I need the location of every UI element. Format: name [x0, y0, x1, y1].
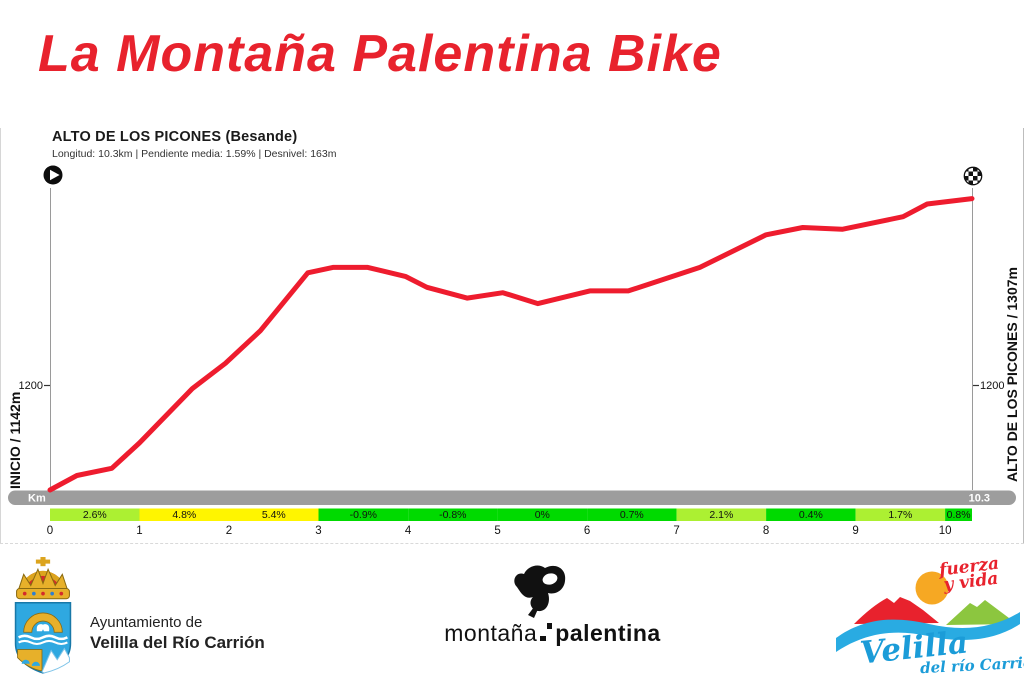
gradient-segment [676, 508, 767, 521]
right-tick-label: 1200 [980, 380, 1004, 392]
km-tick-label: 5 [494, 525, 500, 537]
gradient-segment [497, 508, 588, 521]
dashed-separator [0, 543, 1024, 544]
fuerza-y-vida-tagline: fuerza y vida [937, 553, 1001, 596]
km-tick-labels: 0 1 2 3 4 5 6 7 8 9 10 [47, 525, 952, 537]
km-tick-label: 6 [584, 525, 590, 537]
km-bar-end-label: 10.3 [969, 493, 990, 505]
left-tick-label: 1200 [19, 380, 43, 392]
gradient-segment-label: -0.8% [439, 509, 466, 521]
velilla-graphic [836, 571, 1020, 652]
gradient-segment [855, 508, 946, 521]
velilla-logo: fuerza y vida Velilla del río Carrión [836, 550, 1024, 680]
km-tick-label: 9 [852, 525, 858, 537]
montana-word: montaña [444, 620, 538, 646]
gradient-segment [408, 508, 498, 521]
elevation-chart: 1200 1200 INICIO / 1142m ALTO DE LOS PIC… [7, 165, 1020, 537]
gradient-segment-label: 0.4% [799, 509, 823, 521]
chart-header: ALTO DE LOS PICONES (Besande) Longitud: … [52, 129, 336, 160]
montana-palentina-logo: montaña palentina [430, 562, 675, 647]
km-tick-label: 8 [763, 525, 769, 537]
gradient-segment [318, 508, 408, 521]
km-tick-label: 2 [226, 525, 232, 537]
ayuntamiento-line2: Velilla del Río Carrión [90, 633, 265, 652]
start-play-icon [43, 165, 63, 185]
gradient-segment-label: 2.6% [83, 509, 107, 521]
logo-squares-icon [540, 621, 553, 641]
km-tick-label: 7 [673, 525, 679, 537]
gradient-segment-label: 4.8% [172, 509, 196, 521]
gradient-segments: 2.6% 4.8% 5.4% -0.9% -0.8% 0% 0.7% 2.1% 0.4% 1.7%… [50, 508, 972, 521]
gradient-segment-label: 5.4% [262, 509, 286, 521]
ayuntamiento-line1: Ayuntamiento de [90, 614, 203, 631]
ayuntamiento-logo: Ayuntamiento de Velilla del Río Carrión [10, 556, 265, 676]
route-stats: Longitud: 10.3km | Pendiente media: 1.59… [52, 148, 337, 160]
gradient-segment-label: 0.7% [620, 509, 644, 521]
km-tick-label: 3 [315, 525, 321, 537]
gradient-segment-label: 0% [535, 509, 550, 521]
km-tick-label: 1 [136, 525, 142, 537]
gradient-segment [945, 508, 972, 521]
start-axis-label: INICIO / 1142m [7, 392, 23, 489]
gradient-segment-label: -0.9% [350, 509, 377, 521]
palentina-word: palentina [555, 620, 661, 646]
gradient-segment [139, 508, 229, 521]
route-title: ALTO DE LOS PICONES (Besande) [52, 129, 298, 145]
gradient-segment-label: 0.8% [947, 509, 971, 521]
coat-of-arms [14, 557, 72, 674]
finish-flag-icon [963, 166, 983, 186]
gradient-segment [229, 508, 319, 521]
km-bar-label: Km [28, 493, 46, 505]
gradient-segment-label: 2.1% [709, 509, 733, 521]
km-tick-label: 0 [47, 525, 53, 537]
elevation-profile-line [47, 196, 975, 493]
gradient-segment [766, 508, 856, 521]
km-bar [8, 490, 1016, 505]
finish-axis-label: ALTO DE LOS PICONES / 1307m [1004, 267, 1020, 482]
km-tick-label: 4 [405, 525, 412, 537]
page-title: La Montaña Palentina Bike [38, 25, 722, 83]
montana-palentina-symbol [513, 565, 565, 618]
gradient-segment-label: 1.7% [888, 509, 912, 521]
km-tick-label: 10 [939, 525, 952, 537]
gradient-segment [587, 508, 677, 521]
gradient-segment [50, 508, 140, 521]
